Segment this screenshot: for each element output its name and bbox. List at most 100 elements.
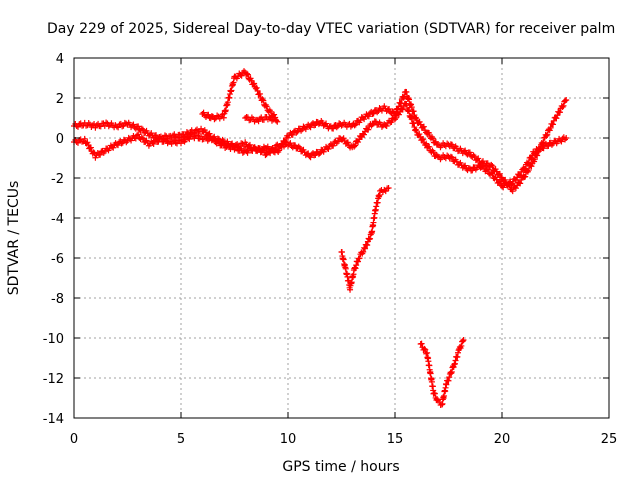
y-tick-label: -6: [51, 252, 64, 267]
data-point-marker: [186, 136, 193, 143]
data-point-marker: [543, 132, 550, 139]
data-point-marker: [208, 113, 215, 120]
data-point-marker: [553, 115, 560, 122]
data-point-marker: [169, 132, 176, 139]
data-point-marker: [500, 184, 507, 191]
data-point-marker: [312, 122, 319, 129]
grid: [74, 58, 609, 418]
data-point-marker: [540, 145, 547, 152]
data-point-marker: [408, 104, 415, 111]
data-point-marker: [448, 368, 455, 375]
x-tick-label: 20: [494, 432, 511, 447]
data-point-marker: [443, 381, 450, 388]
y-tick-label: 4: [56, 52, 64, 67]
data-point-marker: [361, 244, 368, 251]
data-point-marker: [285, 134, 291, 141]
data-point-marker: [462, 147, 469, 154]
data-point-marker: [169, 138, 176, 145]
data-point-marker: [420, 123, 427, 130]
chart-title: Day 229 of 2025, Sidereal Day-to-day VTE…: [47, 21, 615, 37]
y-axis-label: SDTVAR / TECUs: [6, 181, 22, 296]
data-point-marker: [559, 104, 566, 111]
data-point-marker: [289, 131, 296, 138]
data-point-marker: [287, 140, 294, 147]
data-point-marker: [260, 97, 267, 104]
data-point-marker: [267, 115, 274, 122]
data-point-marker: [484, 160, 491, 167]
data-point-marker: [421, 345, 428, 352]
data-point-marker: [118, 140, 125, 147]
data-point-marker: [406, 96, 413, 103]
data-point-marker: [293, 129, 300, 136]
data-point-marker: [360, 248, 367, 255]
data-point-marker: [554, 112, 561, 119]
data-point-marker: [366, 236, 373, 243]
data-point-marker: [267, 108, 274, 115]
data-point-marker: [364, 242, 371, 249]
data-point-marker: [509, 180, 516, 187]
data-point-marker: [547, 124, 554, 131]
data-point-marker: [383, 122, 390, 129]
plot-frame: [73, 57, 610, 419]
data-point-marker: [451, 360, 458, 367]
data-point-marker: [489, 162, 496, 169]
data-point-marker: [508, 180, 515, 187]
data-point-marker: [211, 116, 218, 123]
data-point-marker: [452, 357, 459, 364]
data-point-marker: [93, 122, 100, 129]
data-point-marker: [333, 124, 340, 131]
data-point-marker: [374, 109, 381, 116]
data-point-marker: [389, 108, 396, 115]
series-main-trace-b: [71, 100, 570, 191]
data-point-marker: [422, 346, 429, 353]
data-point-marker: [454, 353, 461, 360]
data-point-marker: [496, 178, 503, 185]
data-point-marker: [292, 142, 299, 149]
data-point-marker: [356, 255, 363, 262]
data-point-marker: [222, 144, 229, 151]
data-point-marker: [233, 144, 240, 151]
data-point-marker: [351, 122, 358, 129]
data-point-marker: [268, 117, 275, 124]
data-point-marker: [194, 132, 201, 139]
data-point-marker: [296, 144, 303, 151]
data-point-marker: [408, 113, 415, 120]
data-point-marker: [416, 131, 423, 138]
data-point-marker: [420, 136, 427, 143]
data-point-marker: [243, 114, 250, 121]
data-point-marker: [338, 122, 345, 129]
data-point-marker: [81, 135, 88, 142]
data-point-marker: [330, 142, 337, 149]
y-tick-label: 2: [56, 92, 64, 107]
data-point-marker: [550, 121, 557, 128]
data-point-marker: [97, 151, 104, 158]
data-point-marker: [262, 152, 269, 159]
y-tick-label: -4: [51, 212, 64, 227]
data-point-marker: [200, 109, 207, 116]
data-point-marker: [259, 96, 266, 103]
data-point-marker: [388, 119, 395, 126]
data-point-marker: [139, 135, 146, 142]
x-axis-label: GPS time / hours: [282, 459, 399, 475]
data-point-marker: [525, 159, 532, 166]
x-tick-label: 25: [601, 432, 618, 447]
data-point-marker: [110, 144, 117, 151]
data-point-marker: [340, 135, 347, 142]
data-point-marker: [436, 398, 443, 405]
data-point-marker: [459, 338, 466, 345]
data-point-marker: [256, 145, 263, 152]
data-point-marker: [445, 377, 452, 384]
data-point-marker: [135, 123, 142, 130]
data-point-marker: [446, 374, 453, 381]
data-point-marker: [450, 364, 457, 371]
data-point-marker: [75, 123, 82, 130]
series-dip-17h: [417, 337, 467, 409]
data-point-marker: [75, 139, 82, 146]
series-dip-13h: [338, 185, 392, 293]
data-point-marker: [399, 106, 406, 113]
data-point-marker: [412, 127, 419, 134]
data-point-marker: [563, 97, 570, 103]
data-point-marker: [87, 144, 94, 151]
